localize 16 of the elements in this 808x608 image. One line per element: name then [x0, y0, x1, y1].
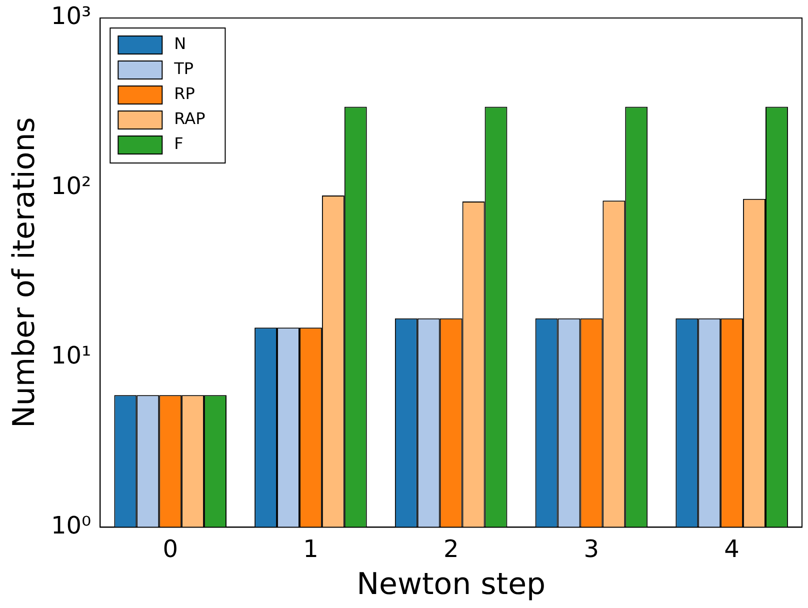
legend-label: N [174, 34, 186, 54]
x-axis-title: Newton step [356, 566, 546, 602]
y-tick-label: 10³ [50, 2, 92, 30]
legend-label: F [174, 134, 184, 154]
x-tick-label: 3 [584, 534, 600, 563]
x-tick-label: 0 [162, 534, 178, 563]
y-axis-title: Number of iterations [6, 117, 42, 428]
x-tick-label: 1 [303, 534, 318, 563]
y-tick-label: 10² [50, 172, 92, 200]
x-tick-label: 4 [724, 534, 740, 563]
legend-label: RAP [174, 109, 206, 128]
legend-label: TP [173, 59, 194, 78]
x-tick-label: 2 [443, 534, 459, 563]
y-tick-label: 10⁰ [50, 511, 92, 540]
y-tick-label: 10¹ [50, 342, 92, 370]
legend-label: RP [174, 84, 196, 104]
